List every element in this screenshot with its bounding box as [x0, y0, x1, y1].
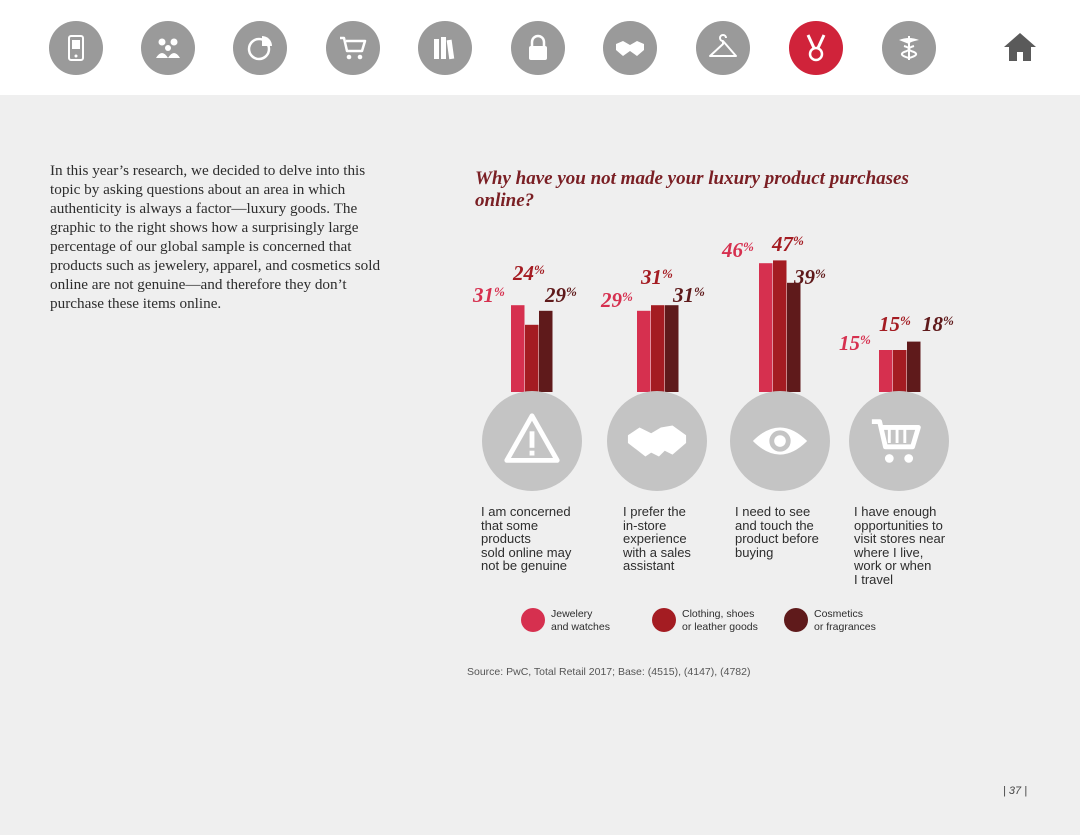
bar-1-0	[637, 310, 651, 392]
padlock-icon[interactable]	[511, 21, 565, 75]
bar-2-2	[787, 282, 801, 392]
category-label: I have enough opportunities to visit sto…	[854, 504, 946, 587]
data-label-1-1: 31%	[640, 265, 673, 289]
warning-icon	[482, 391, 582, 491]
category-label: I prefer the in-store experience with a …	[623, 504, 691, 574]
legend-swatch	[521, 608, 545, 632]
bar-0-0	[511, 305, 525, 392]
legend-item: Clothing, shoes or leather goods	[652, 608, 758, 633]
data-label-2-2: 39%	[793, 265, 826, 289]
data-label-2-0: 46%	[721, 238, 754, 262]
top-navigation-bar	[0, 0, 1080, 95]
people-icon[interactable]	[141, 21, 195, 75]
data-label-1-2: 31%	[672, 283, 705, 307]
data-label-0-0: 31%	[472, 283, 505, 307]
eye-icon	[730, 391, 830, 491]
legend-item: Cosmetics or fragrances	[784, 608, 876, 633]
hanger-icon[interactable]	[696, 21, 750, 75]
data-label-1-0: 29%	[600, 288, 633, 312]
bar-3-0	[879, 350, 893, 392]
data-label-3-0: 15%	[839, 331, 871, 355]
data-label-0-2: 29%	[544, 283, 577, 307]
home-icon[interactable]	[1002, 31, 1038, 63]
legend-label: Cosmetics or fragrances	[814, 608, 876, 633]
bar-3-2	[907, 341, 921, 392]
shopping-cart-icon	[849, 391, 949, 491]
handshake-icon	[607, 391, 707, 491]
category-label: I am concerned that some products sold o…	[481, 504, 572, 574]
chart-title: Why have you not made your luxury produc…	[475, 168, 909, 211]
bar-3-1	[893, 350, 907, 392]
handshake-icon[interactable]	[603, 21, 657, 75]
bar-2-0	[759, 263, 773, 392]
legend-label: Clothing, shoes or leather goods	[682, 608, 758, 633]
legend-swatch	[652, 608, 676, 632]
shopping-cart-icon[interactable]	[326, 21, 380, 75]
bar-2-1	[773, 260, 787, 392]
page-number: | 37 |	[1003, 785, 1028, 797]
category-label: I need to see and touch the product befo…	[735, 504, 819, 560]
data-label-3-2: 18%	[922, 312, 954, 336]
pie-chart-icon[interactable]	[233, 21, 287, 75]
bar-1-2	[665, 305, 679, 392]
legend-item: Jewelery and watches	[521, 608, 610, 633]
books-icon[interactable]	[418, 21, 472, 75]
bar-0-1	[525, 324, 539, 392]
legend-label: Jewelery and watches	[551, 608, 610, 633]
source-note: Source: PwC, Total Retail 2017; Base: (4…	[467, 666, 751, 678]
caduceus-icon[interactable]	[882, 21, 936, 75]
data-label-0-1: 24%	[512, 261, 545, 285]
bar-0-2	[539, 310, 553, 392]
data-label-2-1: 47%	[771, 232, 804, 256]
intro-paragraph: In this year’s research, we decided to d…	[50, 162, 381, 312]
legend-swatch	[784, 608, 808, 632]
bar-1-1	[651, 305, 665, 392]
medal-icon[interactable]	[789, 21, 843, 75]
data-label-3-1: 15%	[879, 312, 911, 336]
tablet-icon[interactable]	[49, 21, 103, 75]
